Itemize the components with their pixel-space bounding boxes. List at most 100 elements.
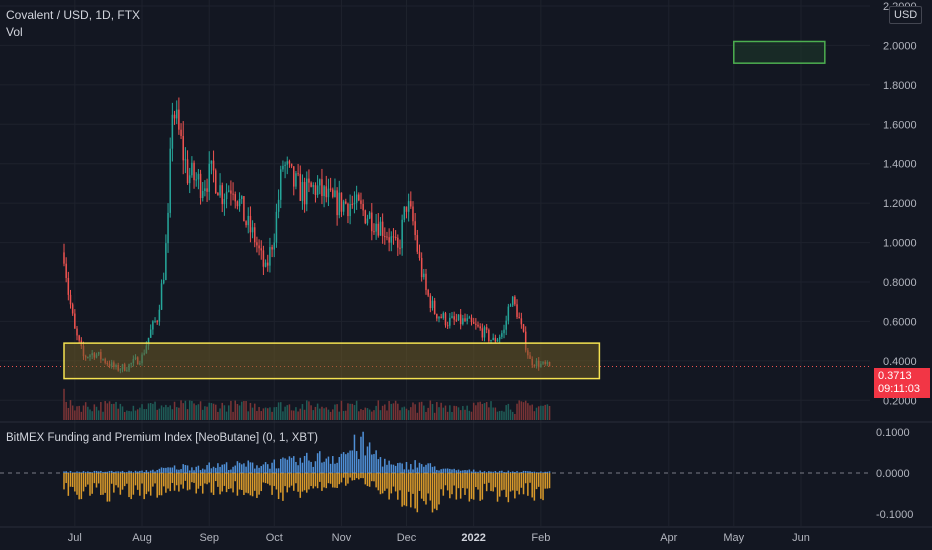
funding-bar-negative — [542, 472, 544, 501]
volume-bar — [123, 411, 126, 420]
funding-bar-positive — [306, 452, 308, 473]
candle-body — [223, 198, 226, 205]
funding-bar-positive — [182, 464, 184, 473]
candle-body — [468, 317, 471, 319]
funding-bar-positive — [132, 472, 135, 474]
symbol-title[interactable]: Covalent / USD, 1D, FTX — [6, 8, 141, 22]
volume-bar — [243, 401, 245, 420]
funding-bar-negative — [377, 472, 380, 491]
volume-bar — [277, 402, 280, 420]
volume-legend[interactable]: Vol — [6, 25, 23, 39]
funding-bar-positive — [475, 471, 477, 473]
funding-bar-negative — [167, 472, 169, 489]
candle-body — [67, 277, 70, 295]
funding-bar-positive — [95, 470, 98, 473]
candle-body — [524, 331, 527, 351]
candle-body — [384, 236, 386, 238]
funding-bar-positive — [282, 457, 284, 473]
candle-body — [449, 317, 451, 326]
candle-body — [416, 235, 419, 252]
funding-bar-negative — [277, 472, 280, 500]
candle-body — [310, 182, 312, 187]
funding-bar-negative — [505, 472, 507, 498]
candle-body — [69, 294, 72, 305]
candle-body — [197, 173, 200, 180]
volume-bar — [377, 400, 380, 420]
funding-bar-negative — [89, 472, 91, 496]
funding-bar-positive — [431, 466, 434, 473]
volume-bar — [212, 403, 215, 420]
candle-body — [262, 250, 265, 267]
support-zone-box — [63, 342, 601, 380]
volume-bar — [275, 406, 278, 420]
funding-bar-positive — [253, 468, 256, 473]
volume-bar — [459, 410, 462, 420]
funding-bar-negative — [102, 472, 104, 495]
funding-bar-negative — [342, 472, 345, 478]
funding-bar-positive — [178, 469, 180, 473]
funding-bar-negative — [312, 472, 315, 489]
funding-bar-negative — [303, 472, 306, 491]
funding-bar-positive — [147, 471, 150, 473]
funding-bar-positive — [195, 466, 197, 473]
volume-bar — [247, 411, 250, 420]
candle-body — [475, 323, 477, 325]
volume-bar — [373, 410, 375, 420]
volume-bar — [455, 406, 458, 420]
volume-bar — [401, 407, 403, 420]
candle-body — [332, 189, 334, 197]
funding-bar-negative — [225, 472, 228, 493]
time-tick-label: Aug — [132, 532, 152, 544]
indicator-title[interactable]: BitMEX Funding and Premium Index [NeoBut… — [6, 432, 318, 444]
funding-bar-positive — [123, 472, 126, 474]
volume-bar — [440, 402, 442, 420]
volume-bar — [97, 410, 100, 420]
funding-bar-positive — [78, 471, 80, 473]
funding-bar-negative — [238, 472, 241, 490]
volume-bar — [381, 405, 384, 420]
volume-bar — [145, 409, 148, 420]
funding-bar-positive — [156, 470, 158, 473]
funding-bar-negative — [78, 472, 80, 500]
volume-bar — [288, 404, 291, 420]
volume-bar — [546, 404, 549, 420]
funding-bar-negative — [249, 472, 252, 496]
volume-bar — [84, 402, 87, 420]
currency-button[interactable]: USD — [889, 6, 923, 24]
funding-bar-negative — [494, 472, 497, 488]
volume-bar — [286, 405, 289, 420]
volume-bar — [479, 401, 481, 420]
funding-bar-negative — [206, 472, 208, 485]
funding-bar-positive — [464, 470, 466, 473]
funding-bar-negative — [217, 472, 219, 487]
funding-bar-positive — [104, 471, 106, 473]
funding-bar-negative — [110, 472, 113, 484]
volume-bar — [184, 400, 187, 420]
funding-bar-negative — [397, 472, 399, 500]
candle-body — [171, 114, 174, 149]
candle-body — [362, 203, 364, 211]
candle-body — [284, 164, 286, 166]
volume-bar — [188, 400, 191, 420]
funding-bar-negative — [388, 472, 390, 500]
candle-body — [453, 316, 455, 320]
volume-bar — [128, 410, 130, 420]
funding-bar-positive — [399, 462, 401, 473]
funding-bar-negative — [308, 472, 310, 490]
volume-bar — [477, 402, 479, 420]
funding-bar-positive — [106, 471, 109, 473]
volume-bar — [542, 405, 544, 420]
funding-bar-negative — [440, 472, 442, 490]
candle-body — [306, 178, 308, 205]
candle-body — [295, 173, 297, 187]
volume-bar — [282, 411, 284, 420]
funding-bar-negative — [286, 472, 289, 493]
volume-bar — [95, 406, 98, 420]
funding-bar-positive — [373, 454, 375, 473]
candle-body — [423, 273, 425, 278]
price-tick-label: 0.2000 — [883, 395, 917, 407]
volume-bar — [442, 407, 445, 420]
volume-bar — [516, 403, 518, 420]
volume-bar — [82, 405, 85, 420]
volume-bar — [362, 410, 364, 420]
